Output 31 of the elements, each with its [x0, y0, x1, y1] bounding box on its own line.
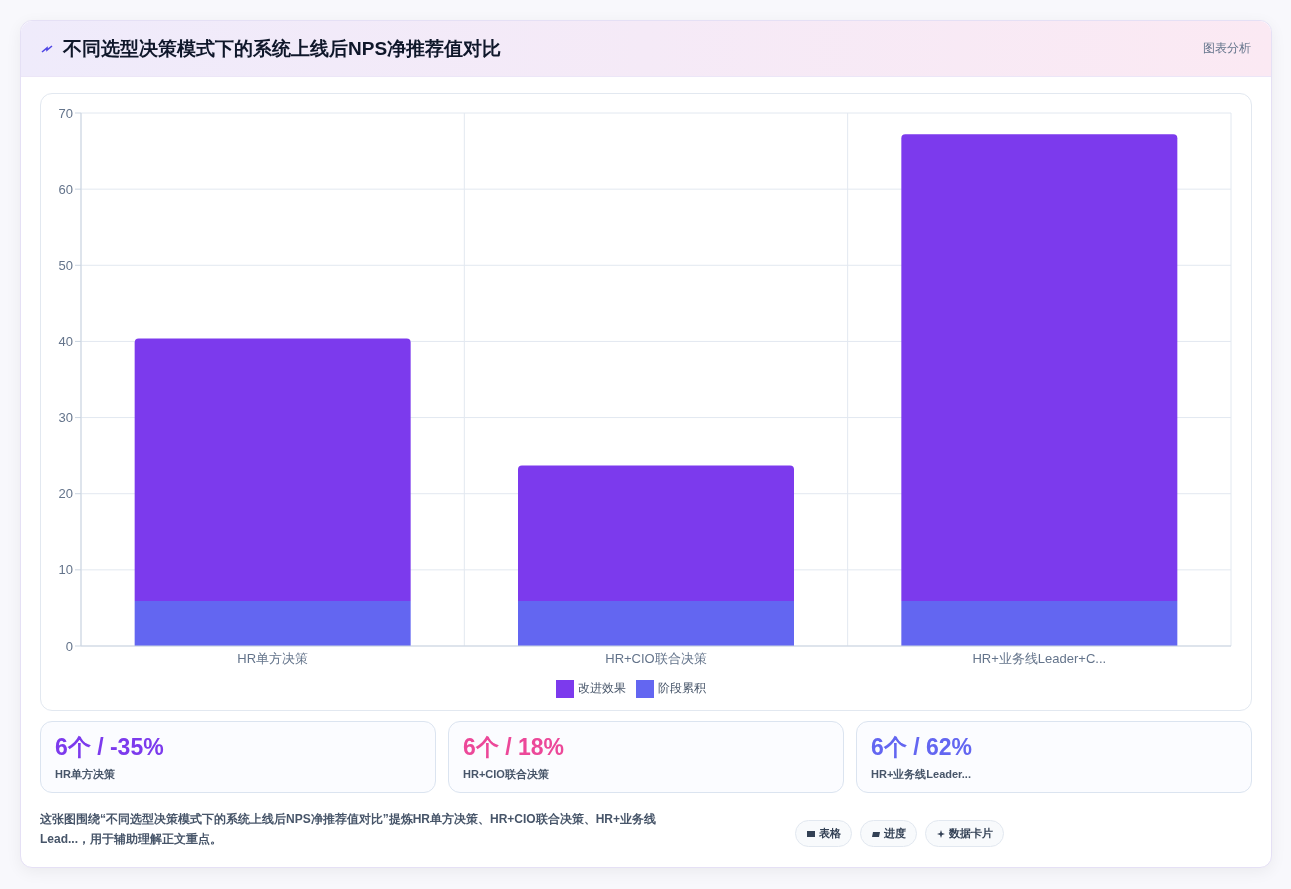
x-tick-label: HR单方决策	[237, 651, 309, 667]
legend-label: 阶段累积	[658, 681, 706, 696]
x-tick-label: HR+业务线Leader+C...	[972, 651, 1107, 667]
text: 这张图围绕“不同选型决策模式下的系统上线后NPS净推荐值对比”提炼HR单方决策、HR+CIO联合决策、HR+业务线Lead...，用于辅助理解正文重点。	[40, 811, 658, 848]
bar	[134, 601, 411, 646]
y-tick-label: 0	[65, 638, 73, 654]
chart-title: 不同选型决策模式下的系统上线后NPS净推荐值对比	[63, 36, 503, 61]
y-tick-label: 30	[58, 410, 73, 426]
bar	[518, 601, 794, 646]
bar	[134, 338, 411, 602]
bar	[518, 465, 794, 602]
text: 6个 / 62%	[871, 733, 973, 762]
legend-label: 改进效果	[578, 681, 626, 696]
bar	[901, 601, 1178, 646]
text: 6个 / -35%	[55, 733, 165, 762]
bar	[901, 134, 1178, 602]
text: 进度	[860, 820, 917, 847]
text: HR+CIO联合决策	[463, 767, 550, 782]
text: 6个 / 18%	[463, 733, 565, 762]
y-tick-label: 40	[58, 334, 73, 350]
text: 数据卡片	[925, 820, 1004, 847]
text: HR+业务线Leader...	[871, 767, 972, 782]
text: HR单方决策	[55, 767, 116, 782]
text: 图表分析	[1203, 40, 1251, 57]
text: 表格	[795, 820, 852, 847]
y-tick-label: 70	[58, 105, 73, 121]
y-tick-label: 60	[58, 181, 73, 197]
y-tick-label: 50	[58, 257, 73, 273]
y-tick-label: 20	[58, 486, 73, 502]
y-tick-label: 10	[58, 562, 73, 578]
x-tick-label: HR+CIO联合决策	[605, 651, 707, 667]
